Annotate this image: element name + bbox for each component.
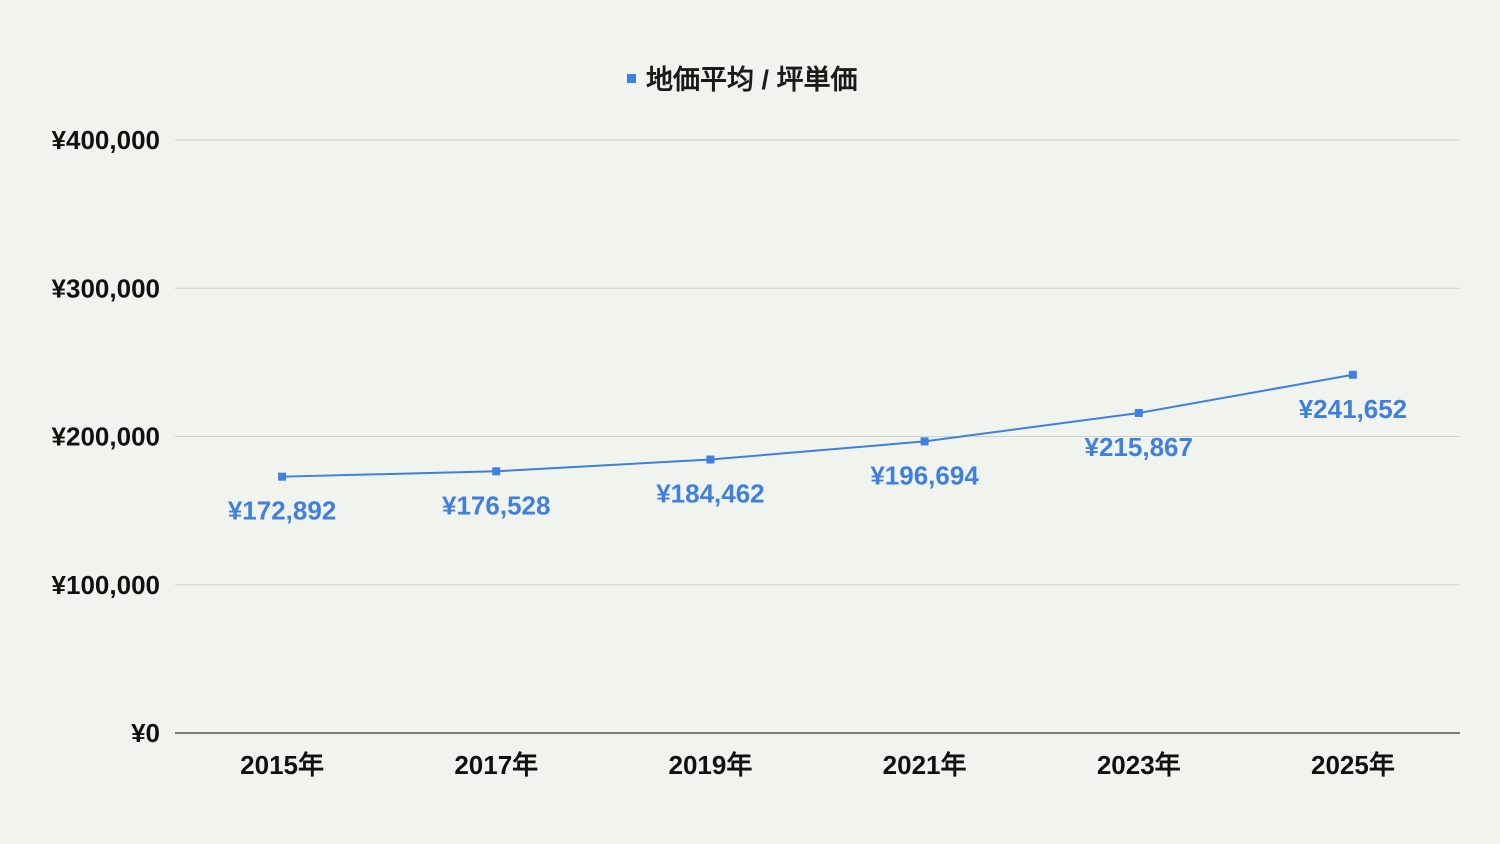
data-labels: ¥172,892 ¥176,528 ¥184,462 ¥196,694 ¥215,867… <box>228 394 1407 526</box>
x-tick-label-2: 2019年 <box>668 750 752 780</box>
data-point-5 <box>1348 370 1357 379</box>
data-label-2: ¥184,462 <box>656 479 764 509</box>
series-line <box>282 373 1354 478</box>
data-point-2 <box>706 455 715 464</box>
x-tick-label-0: 2015年 <box>240 750 324 780</box>
data-label-4: ¥215,867 <box>1085 432 1193 462</box>
legend: 地価平均 / 坪単価 <box>627 64 858 95</box>
legend-label: 地価平均 / 坪単価 <box>646 64 858 95</box>
data-point-4 <box>1134 408 1143 417</box>
gridlines <box>175 139 1460 734</box>
legend-marker-icon <box>627 74 636 83</box>
data-label-1: ¥176,528 <box>442 490 550 520</box>
x-tick-label-1: 2017年 <box>454 750 538 780</box>
data-point-3 <box>920 437 929 446</box>
y-tick-label-0: ¥0 <box>131 718 160 748</box>
y-tick-label-3: ¥300,000 <box>52 273 160 303</box>
data-point-0 <box>278 472 287 481</box>
y-tick-label-2: ¥200,000 <box>52 422 160 452</box>
data-label-3: ¥196,694 <box>870 460 979 490</box>
y-axis-tick-labels: ¥0 ¥100,000 ¥200,000 ¥300,000 ¥400,000 <box>52 125 160 748</box>
x-axis-tick-labels: 2015年 2017年 2019年 2021年 2023年 2025年 <box>240 750 1395 780</box>
x-tick-label-3: 2021年 <box>883 750 967 780</box>
data-point-1 <box>492 467 501 476</box>
y-tick-label-1: ¥100,000 <box>52 570 160 600</box>
data-label-5: ¥241,652 <box>1299 394 1407 424</box>
x-tick-label-4: 2023年 <box>1097 750 1181 780</box>
y-tick-label-4: ¥400,000 <box>52 125 160 155</box>
data-label-0: ¥172,892 <box>228 496 336 526</box>
series-layer <box>278 370 1357 481</box>
x-tick-label-5: 2025年 <box>1311 750 1395 780</box>
